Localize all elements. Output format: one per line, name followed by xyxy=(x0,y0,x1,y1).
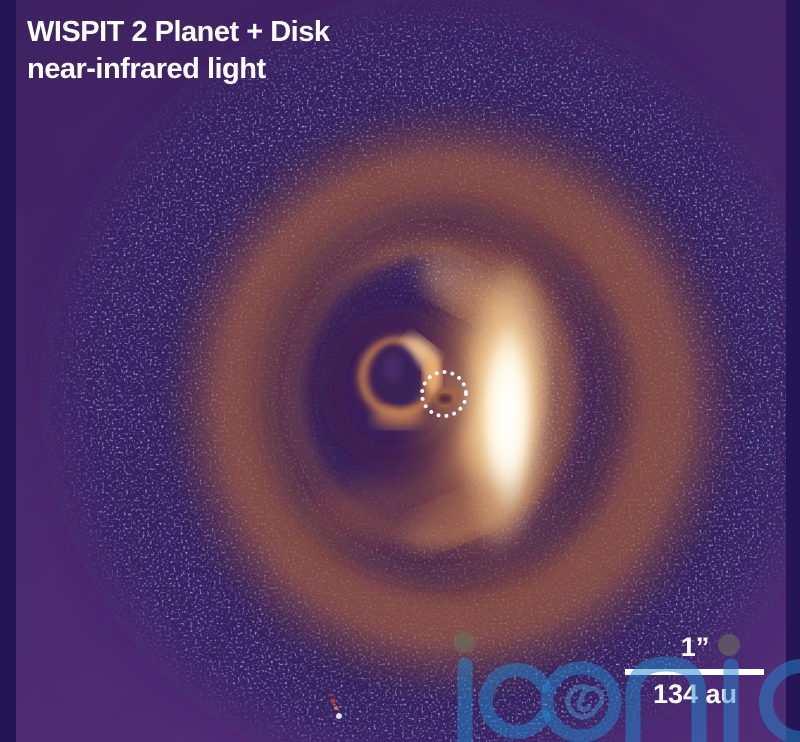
image-title: WISPIT 2 Planet + Disk near-infrared lig… xyxy=(27,14,330,88)
image-title-line1: WISPIT 2 Planet + Disk xyxy=(27,16,330,48)
red-speckles xyxy=(328,693,342,719)
right-frame-strip xyxy=(786,0,800,742)
planet-marker-circle xyxy=(420,370,468,418)
left-frame-strip xyxy=(0,0,16,742)
image-title-line2: near-infrared light xyxy=(27,53,266,85)
scale-physical-label: 134 au xyxy=(652,679,738,709)
scale-angular-label: 1” xyxy=(680,632,710,662)
scale-bar-line xyxy=(625,669,764,675)
